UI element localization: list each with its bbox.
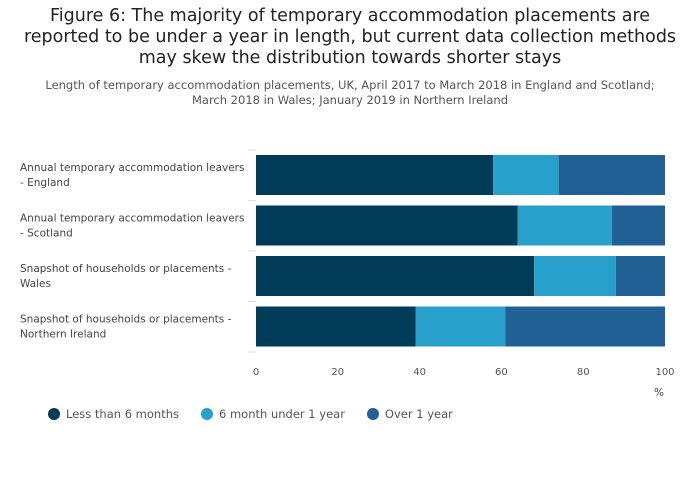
bar-segment — [256, 205, 518, 246]
legend-item-6-month-under-1-year[interactable]: 6 month under 1 year — [201, 407, 345, 421]
legend-swatch — [201, 408, 213, 420]
x-tick-label: 0 — [253, 367, 259, 378]
bar-segment — [493, 155, 559, 195]
legend-item-less-than-6-months[interactable]: Less than 6 months — [48, 407, 179, 421]
bar-segment — [615, 256, 665, 296]
category-label-line: Snapshot of households or placements - — [20, 314, 232, 326]
bar-segment — [558, 155, 665, 195]
bar-segment — [256, 155, 494, 195]
chart-legend: Less than 6 months 6 month under 1 year … — [48, 407, 453, 421]
chart-subtitle: Length of temporary accommodation placem… — [45, 78, 655, 107]
legend-label: Less than 6 months — [66, 407, 179, 421]
chart-title: Figure 6: The majority of temporary acco… — [23, 6, 677, 68]
category-label-line: - Scotland — [20, 228, 73, 240]
x-tick-label: 40 — [413, 367, 426, 378]
category-label: Annual temporary accommodation leavers - … — [20, 162, 244, 189]
bar-segment — [256, 306, 416, 347]
x-tick-label: 20 — [331, 367, 344, 378]
category-label: Snapshot of households or placements - No… — [20, 314, 232, 341]
bar-segment — [415, 306, 506, 347]
x-tick-label: 60 — [495, 367, 508, 378]
legend-label: Over 1 year — [384, 407, 453, 421]
bar-segment — [505, 306, 665, 347]
x-tick-label: 100 — [655, 367, 674, 378]
x-tick-label: 80 — [577, 367, 590, 378]
legend-label: 6 month under 1 year — [219, 407, 345, 421]
bar-segment — [534, 256, 616, 296]
legend-swatch — [366, 408, 379, 420]
legend-item-over-1-year[interactable]: Over 1 year — [366, 407, 453, 421]
legend-swatch — [48, 408, 60, 420]
category-label: Annual temporary accommodation leavers - … — [20, 213, 244, 240]
category-label-line: Wales — [20, 278, 51, 290]
category-label-line: Annual temporary accommodation leavers — [20, 213, 244, 225]
category-label-line: Annual temporary accommodation leavers — [20, 162, 244, 174]
bar-segment — [517, 205, 612, 246]
category-label-line: Northern Ireland — [20, 329, 106, 341]
category-label: Snapshot of households or placements - Wa… — [20, 263, 232, 290]
category-label-line: - England — [20, 177, 70, 189]
bar-segment — [611, 205, 665, 246]
x-axis-unit-label: % — [654, 387, 664, 399]
bar-segment — [256, 256, 535, 296]
category-label-line: Snapshot of households or placements - — [20, 263, 232, 275]
